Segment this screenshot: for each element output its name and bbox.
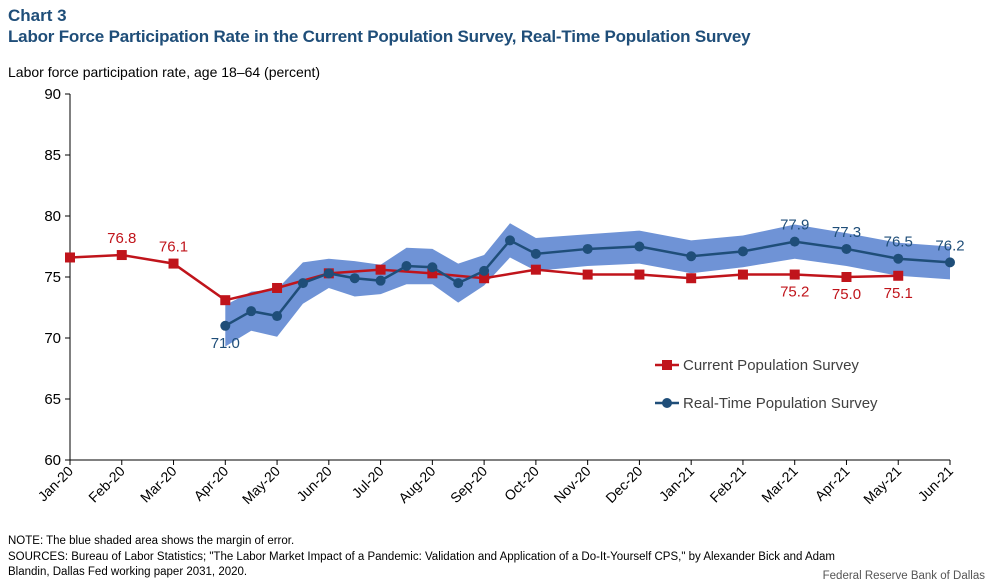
x-tick-label: Jun-20: [293, 463, 335, 505]
data-point-cps: [737, 269, 748, 280]
data-point-cps: [841, 272, 852, 282]
credit: Federal Reserve Bank of Dallas: [822, 570, 985, 582]
y-tick-label: 80: [44, 208, 61, 225]
data-label: 76.5: [884, 234, 913, 251]
data-point-cps: [427, 268, 438, 279]
data-point-rps: [401, 261, 412, 272]
chart-number: Chart 3: [8, 6, 67, 25]
sources-line-2: Blandin, Dallas Fed working paper 2031, …: [8, 566, 248, 578]
x-tick-label: Nov-20: [551, 463, 594, 506]
data-point-cps: [168, 258, 179, 269]
data-label: 76.2: [935, 237, 964, 254]
data-point-rps: [453, 278, 464, 289]
legend-marker: [662, 360, 672, 370]
data-label: 77.3: [832, 224, 861, 241]
chart-header: Chart 3 Labor Force Participation Rate i…: [8, 6, 751, 48]
data-point-cps: [272, 282, 283, 293]
sources-line-1: SOURCES: Bureau of Labor Statistics; "Th…: [8, 551, 836, 563]
x-tick-label: Apr-20: [190, 463, 231, 504]
data-point-cps: [116, 250, 127, 261]
x-tick-label: May-21: [860, 463, 904, 507]
legend-label: Current Population Survey: [683, 357, 859, 374]
y-axis-label: Labor force participation rate, age 18–6…: [8, 64, 321, 80]
data-point-rps: [220, 320, 231, 331]
x-tick-label: Oct-20: [501, 463, 542, 504]
x-tick-label: May-20: [239, 463, 283, 507]
x-tick-label: Aug-20: [395, 463, 438, 506]
data-point-rps: [582, 243, 593, 254]
x-tick-label: Feb-20: [85, 463, 128, 506]
data-point-cps: [375, 264, 386, 275]
x-tick-label: Apr-21: [812, 463, 853, 504]
y-tick-label: 60: [44, 452, 61, 469]
x-tick-label: Jul-20: [348, 463, 386, 501]
data-point-cps: [789, 269, 800, 280]
data-point-cps: [65, 252, 75, 263]
data-point-cps: [893, 270, 904, 281]
data-label: 75.2: [780, 284, 809, 301]
y-tick-label: 90: [44, 86, 61, 103]
data-point-rps: [789, 236, 800, 247]
legend-marker: [662, 398, 672, 408]
data-point-cps: [220, 295, 231, 306]
x-tick-label: Jun-21: [915, 463, 957, 505]
data-point-rps: [297, 278, 308, 289]
data-point-rps: [737, 246, 748, 257]
data-point-rps: [530, 248, 541, 259]
y-tick-label: 85: [44, 147, 61, 164]
data-point-rps: [323, 268, 334, 279]
footnote: NOTE: The blue shaded area shows the mar…: [8, 535, 295, 547]
data-point-cps: [582, 269, 593, 280]
x-tick-label: Dec-20: [602, 463, 645, 506]
data-point-rps: [634, 241, 645, 252]
data-point-rps: [272, 311, 283, 322]
chart-title: Labor Force Participation Rate in the Cu…: [8, 27, 751, 46]
x-tick-label: Mar-21: [758, 463, 801, 506]
data-point-rps: [686, 251, 697, 262]
x-tick-label: Jan-21: [656, 463, 698, 505]
x-tick-label: Sep-20: [447, 463, 490, 506]
y-tick-label: 75: [44, 269, 61, 286]
data-point-cps: [530, 264, 541, 275]
legend-label: Real-Time Population Survey: [683, 395, 878, 412]
y-tick-label: 65: [44, 391, 61, 408]
data-point-cps: [634, 269, 645, 280]
data-point-rps: [427, 262, 438, 273]
data-label: 75.0: [832, 286, 861, 303]
data-point-cps: [479, 273, 490, 284]
data-label: 76.1: [159, 239, 188, 256]
data-label: 77.9: [780, 217, 809, 234]
y-tick-label: 70: [44, 330, 61, 347]
data-point-rps: [246, 306, 257, 317]
data-point-rps: [841, 243, 852, 254]
data-point-rps: [479, 265, 490, 276]
data-point-rps: [375, 275, 386, 286]
x-tick-label: Mar-20: [137, 463, 180, 506]
data-point-rps: [349, 273, 360, 284]
data-point-rps: [893, 253, 904, 264]
data-label: 76.8: [107, 230, 136, 247]
data-point-rps: [945, 257, 955, 268]
data-point-rps: [505, 235, 515, 246]
data-label: 71.0: [211, 335, 240, 352]
error-band-area: [225, 223, 951, 347]
x-tick-label: Feb-21: [706, 463, 749, 506]
data-point-cps: [686, 273, 697, 284]
data-label: 75.1: [884, 285, 913, 302]
